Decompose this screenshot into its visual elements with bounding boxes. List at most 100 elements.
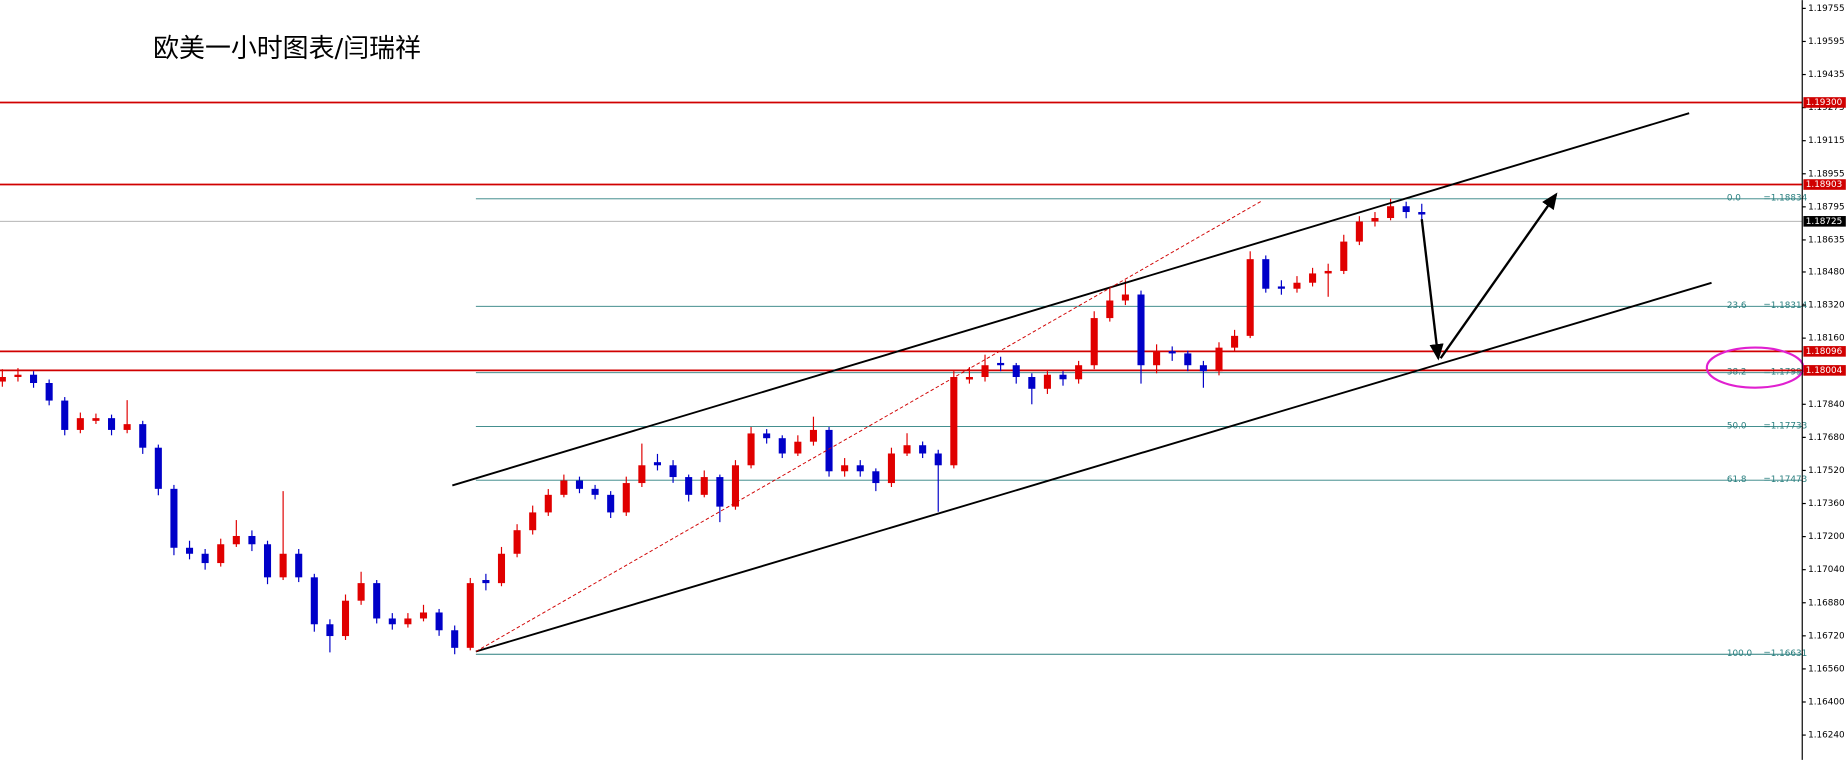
candle-body <box>388 618 396 625</box>
price-line-label: 1.18096 <box>1806 347 1843 357</box>
candle-body <box>1340 241 1348 271</box>
y-tick-label: 1.17680 <box>1808 433 1845 443</box>
candle-body <box>232 535 240 545</box>
price-line-label: 1.18903 <box>1806 180 1843 190</box>
y-tick-label: 1.18480 <box>1808 267 1845 277</box>
candle-body <box>809 429 817 442</box>
candle-body <box>1153 351 1161 366</box>
candle-body <box>1246 259 1254 336</box>
fib-ratio: 23.6 <box>1727 301 1747 311</box>
current-price-label: 1.18725 <box>1806 217 1843 227</box>
candle-body <box>295 553 303 578</box>
candle-body <box>825 429 833 472</box>
candle-body <box>1355 221 1363 242</box>
candle-body <box>591 488 599 495</box>
fib-price: =1.16631 <box>1763 649 1807 659</box>
candle-body <box>747 433 755 466</box>
candle-body <box>1059 374 1067 380</box>
candle-body <box>248 535 256 545</box>
candle-body <box>1231 335 1239 348</box>
y-tick-label: 1.16880 <box>1808 598 1845 608</box>
price-line-box <box>1803 97 1846 108</box>
candle-body <box>1215 347 1223 372</box>
candle-body <box>716 477 724 507</box>
candle-body <box>61 400 69 430</box>
candle-body <box>1418 212 1426 215</box>
fib-baseline <box>475 199 1263 652</box>
candle-body <box>997 362 1005 366</box>
candle-body <box>435 612 443 631</box>
fib-price: =1.18834 <box>1763 194 1807 204</box>
candle-body <box>201 553 209 564</box>
candle-body <box>373 583 381 619</box>
y-tick-label: 1.17040 <box>1808 565 1845 575</box>
candle-body <box>560 480 568 495</box>
candle-body <box>685 477 693 495</box>
channel-upper <box>452 112 1690 487</box>
candle-body <box>217 544 225 564</box>
candle-body <box>794 441 802 454</box>
candle-body <box>497 553 506 584</box>
y-tick-label: 1.17200 <box>1808 532 1845 542</box>
price-line-box <box>1803 365 1846 376</box>
candle-body <box>357 583 365 601</box>
price-line-label: 1.18004 <box>1806 366 1843 376</box>
candle-body <box>981 365 989 378</box>
candle-body <box>731 465 739 507</box>
candle-body <box>1199 365 1207 372</box>
candle-body <box>45 382 53 401</box>
candle-body <box>466 583 474 648</box>
current-price-box <box>1803 216 1846 227</box>
candle-body <box>1090 318 1098 366</box>
candle-body <box>1309 273 1317 283</box>
candle-body <box>341 600 350 637</box>
candle-body <box>326 624 334 637</box>
candle-body <box>1262 259 1270 289</box>
fib-price: =1.17733 <box>1763 421 1807 431</box>
candle-body <box>76 418 84 430</box>
y-tick-label: 1.18635 <box>1808 235 1845 245</box>
candle-body <box>607 494 615 513</box>
candle-body <box>934 453 942 466</box>
fib-ratio: 100.0 <box>1727 649 1753 659</box>
candle-body <box>419 612 428 619</box>
fib-ratio: 50.0 <box>1727 421 1747 431</box>
candle-body <box>185 547 194 554</box>
candle-body <box>310 577 318 625</box>
price-line-box <box>1803 179 1846 190</box>
candle-body <box>638 465 646 484</box>
y-tick-label: 1.16560 <box>1808 664 1845 674</box>
candle-body <box>1371 218 1379 222</box>
channel-lower <box>475 281 1712 653</box>
y-tick-label: 1.18795 <box>1808 202 1845 212</box>
price-line-box <box>1803 346 1846 357</box>
price-line-label: 1.19300 <box>1806 98 1843 108</box>
chart-title: 欧美一小时图表/闫瑞祥 <box>153 34 421 64</box>
candle-body <box>279 553 287 578</box>
fib-price: =1.18314 <box>1763 301 1807 311</box>
candle-body <box>856 465 864 472</box>
y-tick-label: 1.19115 <box>1808 136 1845 146</box>
candle-body <box>872 471 880 484</box>
y-tick-label: 1.19435 <box>1808 70 1845 80</box>
y-tick-label: 1.17360 <box>1808 499 1845 509</box>
candle-body <box>1324 270 1332 274</box>
y-tick-label: 1.16240 <box>1808 731 1845 741</box>
y-tick-label: 1.19595 <box>1808 37 1845 47</box>
candle-body <box>14 374 22 378</box>
candle-body <box>763 433 771 439</box>
candle-body <box>575 480 584 489</box>
candle-body <box>1402 206 1410 213</box>
candle-body <box>513 530 521 554</box>
arrow-down <box>1420 219 1444 361</box>
candle-body <box>1387 206 1395 219</box>
fib-price: =1.17993 <box>1763 368 1807 378</box>
candle-body <box>1293 282 1301 289</box>
candle-body <box>404 618 412 625</box>
candle-body <box>841 465 849 472</box>
candle-body <box>1137 294 1145 366</box>
candle-body <box>263 544 272 578</box>
fib-ratio: 61.8 <box>1727 475 1747 485</box>
candle-body <box>1075 365 1083 380</box>
